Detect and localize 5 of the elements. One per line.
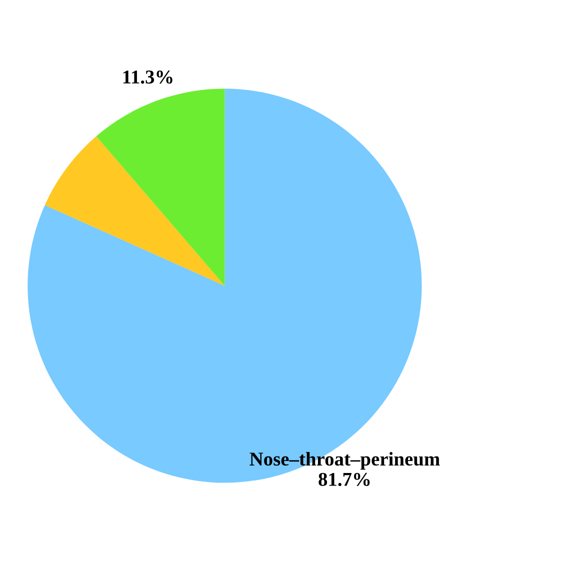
data-label: 11.3% — [123, 70, 172, 84]
slice-label: Nose–throat–perineum — [250, 452, 440, 470]
pie-slice — [96, 88, 225, 286]
data-label: 81.7% — [318, 472, 370, 486]
pie-slice — [44, 136, 225, 286]
